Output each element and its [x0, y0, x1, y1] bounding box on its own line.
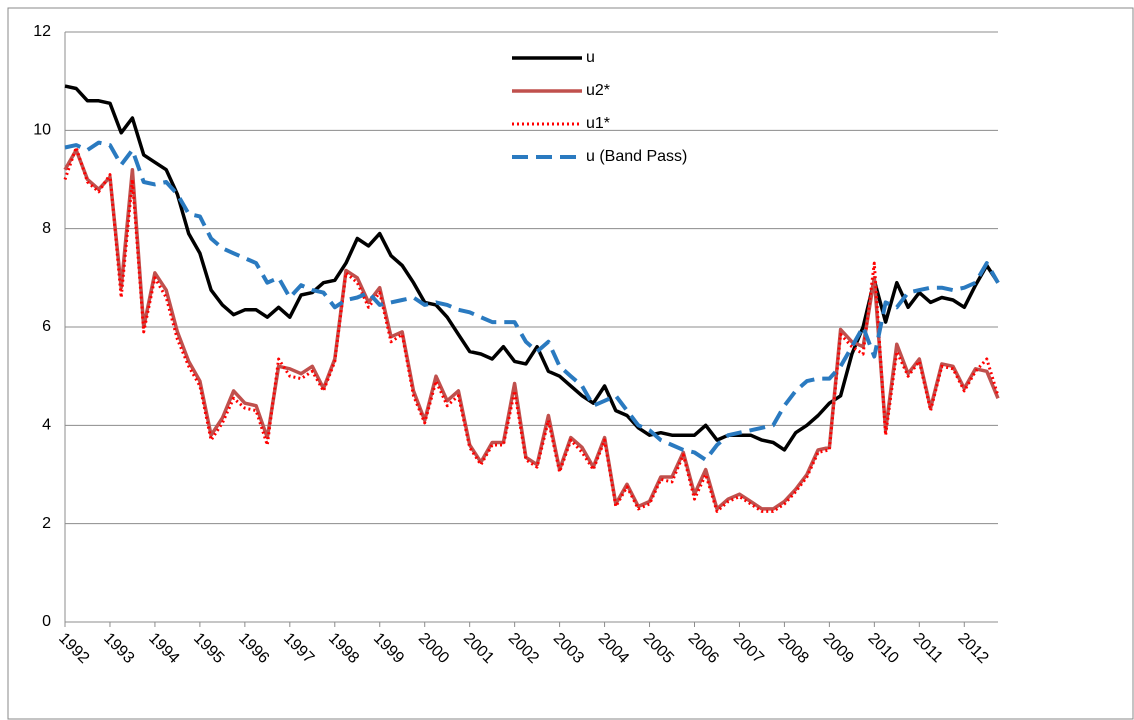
legend-label: u1* — [586, 115, 610, 132]
series-line — [64, 140, 1000, 462]
legend-label: u (Band Pass) — [586, 148, 687, 165]
series-line — [64, 84, 1000, 452]
y-tick-label: 8 — [42, 220, 51, 237]
y-tick-label: 12 — [33, 23, 51, 40]
series-line — [63, 146, 1000, 513]
legend-label: u — [586, 49, 595, 66]
y-tick-label: 10 — [33, 122, 51, 139]
y-tick-label: 0 — [42, 613, 51, 630]
y-tick-label: 2 — [42, 515, 51, 532]
chart-frame — [7, 7, 1134, 720]
y-tick-label: 4 — [42, 417, 51, 434]
y-tick-label: 6 — [42, 318, 51, 335]
series-line — [63, 148, 1000, 511]
legend-label: u2* — [586, 82, 610, 99]
